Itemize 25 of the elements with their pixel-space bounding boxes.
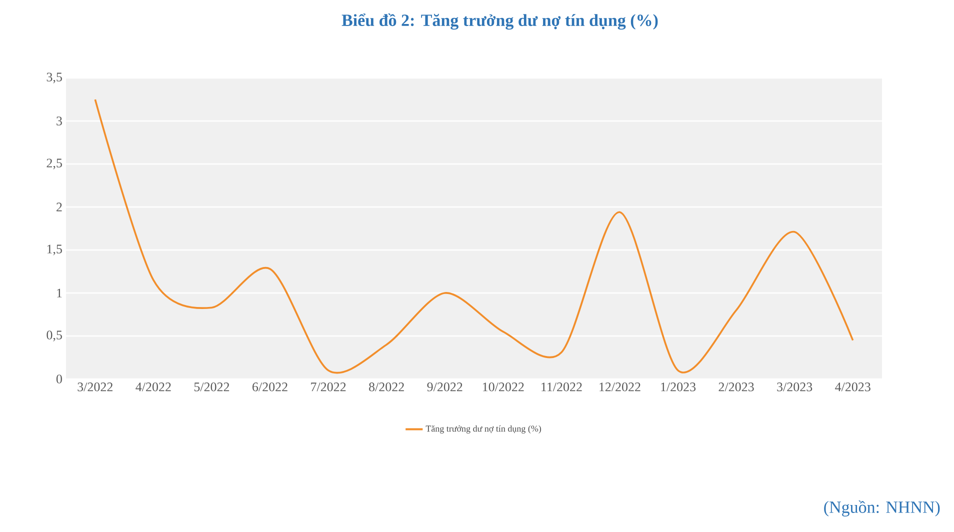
x-tick-label: 8/2022	[369, 382, 404, 392]
x-tick-label: 5/2022	[194, 382, 230, 392]
y-tick-label: 3	[56, 116, 62, 126]
x-tick-label: 12/2022	[600, 382, 640, 392]
x-tick-label: 6/2022	[252, 382, 288, 392]
y-tick-label: 1,5	[47, 244, 62, 256]
x-tick-label: 4/2023	[835, 382, 870, 392]
x-tick-label: 3/2022	[78, 382, 112, 392]
x-tick-label: 2/2023	[718, 382, 754, 392]
x-tick-label: 9/2022	[427, 382, 462, 392]
x-tick-label: 11/2022	[542, 382, 582, 392]
x-tick-label: 7/2022	[311, 382, 346, 392]
y-tick-label: 0,5	[46, 330, 62, 342]
y-tick-label: 3,5	[46, 72, 62, 84]
x-tick-label: 1/2023	[661, 382, 696, 392]
x-tick-label: 3/2023	[777, 382, 812, 392]
x-tick-label: 10/2022	[482, 382, 524, 392]
y-tick-label: 1	[57, 288, 62, 298]
chart-title: Biểu đồ 2: Tăng trưởng dư nợ tín dụng (%)	[342, 14, 658, 30]
y-tick-label: 2	[56, 202, 62, 212]
y-tick-label: 2,5	[46, 158, 62, 170]
text: (Nguồn: NHNN)	[824, 500, 940, 516]
x-tick-label: 4/2022	[136, 382, 171, 392]
y-tick-label: 0	[56, 374, 62, 384]
legend-label: Tăng trưởng dư nợ tín dụng (%)	[426, 425, 542, 434]
